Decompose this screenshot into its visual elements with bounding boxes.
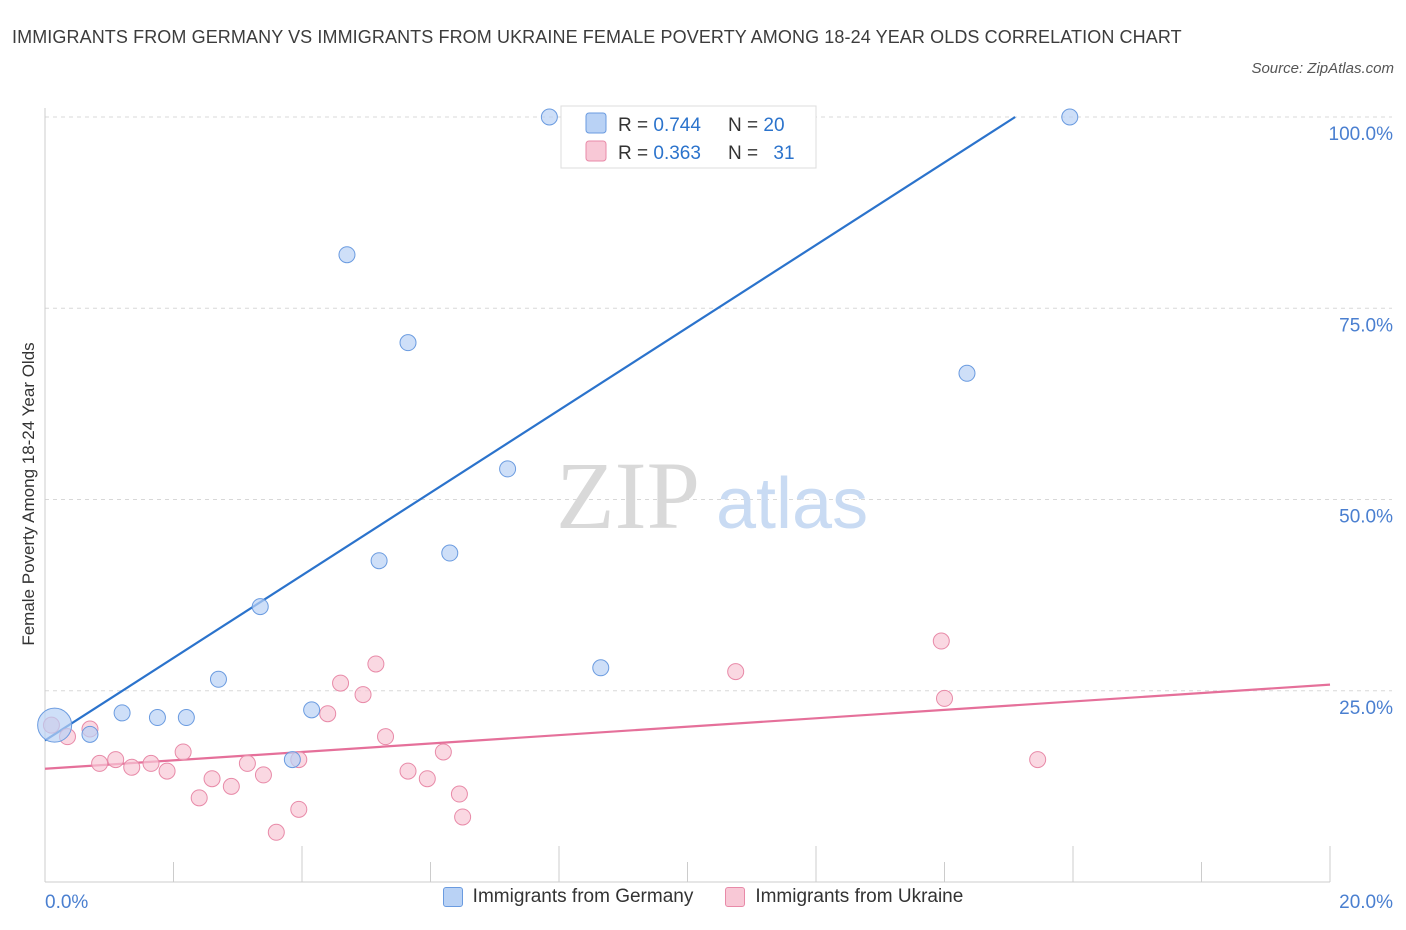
point-ukraine[interactable] <box>158 762 176 780</box>
point-ukraine[interactable] <box>91 754 109 772</box>
point-germany[interactable] <box>148 709 166 727</box>
point-germany[interactable] <box>958 364 976 382</box>
point-ukraine[interactable] <box>727 663 745 681</box>
legend-swatch-germany <box>442 887 463 907</box>
grid-lines <box>45 116 1392 692</box>
point-ukraine[interactable] <box>290 800 308 818</box>
point-germany[interactable] <box>81 725 99 743</box>
legend-item-germany[interactable]: Immigrants from Germany <box>442 886 694 908</box>
point-germany[interactable] <box>441 544 459 562</box>
point-germany[interactable] <box>499 460 517 478</box>
point-ukraine[interactable] <box>377 728 395 746</box>
point-ukraine[interactable] <box>936 689 953 707</box>
stats-r-label-germany: R = <box>618 115 653 136</box>
point-germany[interactable] <box>592 659 610 677</box>
stats-n-ukraine: 31 <box>773 143 794 164</box>
point-germany[interactable] <box>540 108 558 126</box>
point-ukraine[interactable] <box>399 762 417 780</box>
point-ukraine[interactable] <box>107 751 125 769</box>
stats-r-germany: 0.744 <box>653 115 701 136</box>
trend-lines <box>44 116 1331 770</box>
stats-n-label-ukraine: N = <box>728 143 763 164</box>
y-axis-label: Female Poverty Among 18-24 Year Olds <box>19 342 38 645</box>
point-ukraine[interactable] <box>932 632 950 650</box>
point-ukraine[interactable] <box>238 754 256 772</box>
source-note: Source: ZipAtlas.com <box>1251 60 1394 77</box>
point-germany[interactable] <box>370 552 388 570</box>
y-tick-label: 100.0% <box>1329 124 1394 145</box>
point-ukraine[interactable] <box>174 743 192 761</box>
stats-box: R = 0.744 N = 20 R = 0.363 N = 31 <box>560 105 817 169</box>
point-ukraine[interactable] <box>222 777 240 795</box>
point-germany[interactable] <box>1061 108 1079 126</box>
axes <box>44 108 1331 883</box>
data-points <box>37 108 1079 841</box>
watermark-zip: ZIP <box>556 442 700 549</box>
y-tick-label: 75.0% <box>1339 315 1393 336</box>
point-ukraine[interactable] <box>254 766 272 784</box>
point-germany[interactable] <box>177 709 195 727</box>
point-germany[interactable] <box>251 598 269 616</box>
stats-swatch-ukraine <box>585 140 607 162</box>
point-ukraine[interactable] <box>190 789 208 807</box>
point-germany[interactable] <box>37 707 73 743</box>
point-ukraine[interactable] <box>123 758 141 776</box>
trend-line-germany <box>44 116 1016 742</box>
y-tick-label: 25.0% <box>1339 698 1393 719</box>
point-ukraine[interactable] <box>1029 751 1047 769</box>
legend-label-ukraine: Immigrants from Ukraine <box>755 886 964 907</box>
stats-n-germany: 20 <box>763 115 784 136</box>
stats-r-label-ukraine: R = <box>618 143 653 164</box>
svg-text:R = 0.363: R = 0.363 <box>618 143 701 164</box>
svg-text:N = 20: N = 20 <box>728 115 785 136</box>
point-ukraine[interactable] <box>354 686 372 704</box>
x-tick-label: 20.0% <box>1339 892 1393 913</box>
stats-n-label-germany: N = <box>728 115 763 136</box>
point-ukraine[interactable] <box>450 785 468 803</box>
point-ukraine[interactable] <box>332 674 350 692</box>
point-germany[interactable] <box>303 701 321 719</box>
point-ukraine[interactable] <box>434 743 452 761</box>
point-germany[interactable] <box>283 751 301 769</box>
legend-label-germany: Immigrants from Germany <box>472 886 694 907</box>
point-ukraine[interactable] <box>267 823 285 841</box>
point-ukraine[interactable] <box>367 655 385 673</box>
legend-swatch-ukraine <box>725 887 746 907</box>
y-tick-label: 50.0% <box>1339 507 1393 528</box>
point-ukraine[interactable] <box>319 705 337 723</box>
point-ukraine[interactable] <box>142 754 160 772</box>
stats-r-ukraine: 0.363 <box>653 143 701 164</box>
legend-item-ukraine[interactable]: Immigrants from Ukraine <box>725 886 963 908</box>
stats-swatch-germany <box>585 112 607 134</box>
watermark-atlas: atlas <box>716 464 868 544</box>
point-ukraine[interactable] <box>203 770 221 788</box>
point-germany[interactable] <box>113 704 131 722</box>
chart-title: IMMIGRANTS FROM GERMANY VS IMMIGRANTS FR… <box>12 27 1182 47</box>
svg-text:R = 0.744: R = 0.744 <box>618 115 701 136</box>
point-ukraine[interactable] <box>418 770 436 788</box>
tick-labels: 25.0% 50.0% 75.0% 100.0% 0.0% 20.0% <box>45 124 1393 913</box>
x-tick-label: 0.0% <box>45 892 88 913</box>
point-ukraine[interactable] <box>454 808 472 826</box>
point-germany[interactable] <box>399 334 417 352</box>
svg-text:N = 31: N = 31 <box>728 143 795 164</box>
legend: Immigrants from Germany Immigrants from … <box>0 886 1406 908</box>
trend-line-ukraine <box>44 683 1331 770</box>
point-germany[interactable] <box>338 246 356 264</box>
point-germany[interactable] <box>209 670 227 688</box>
